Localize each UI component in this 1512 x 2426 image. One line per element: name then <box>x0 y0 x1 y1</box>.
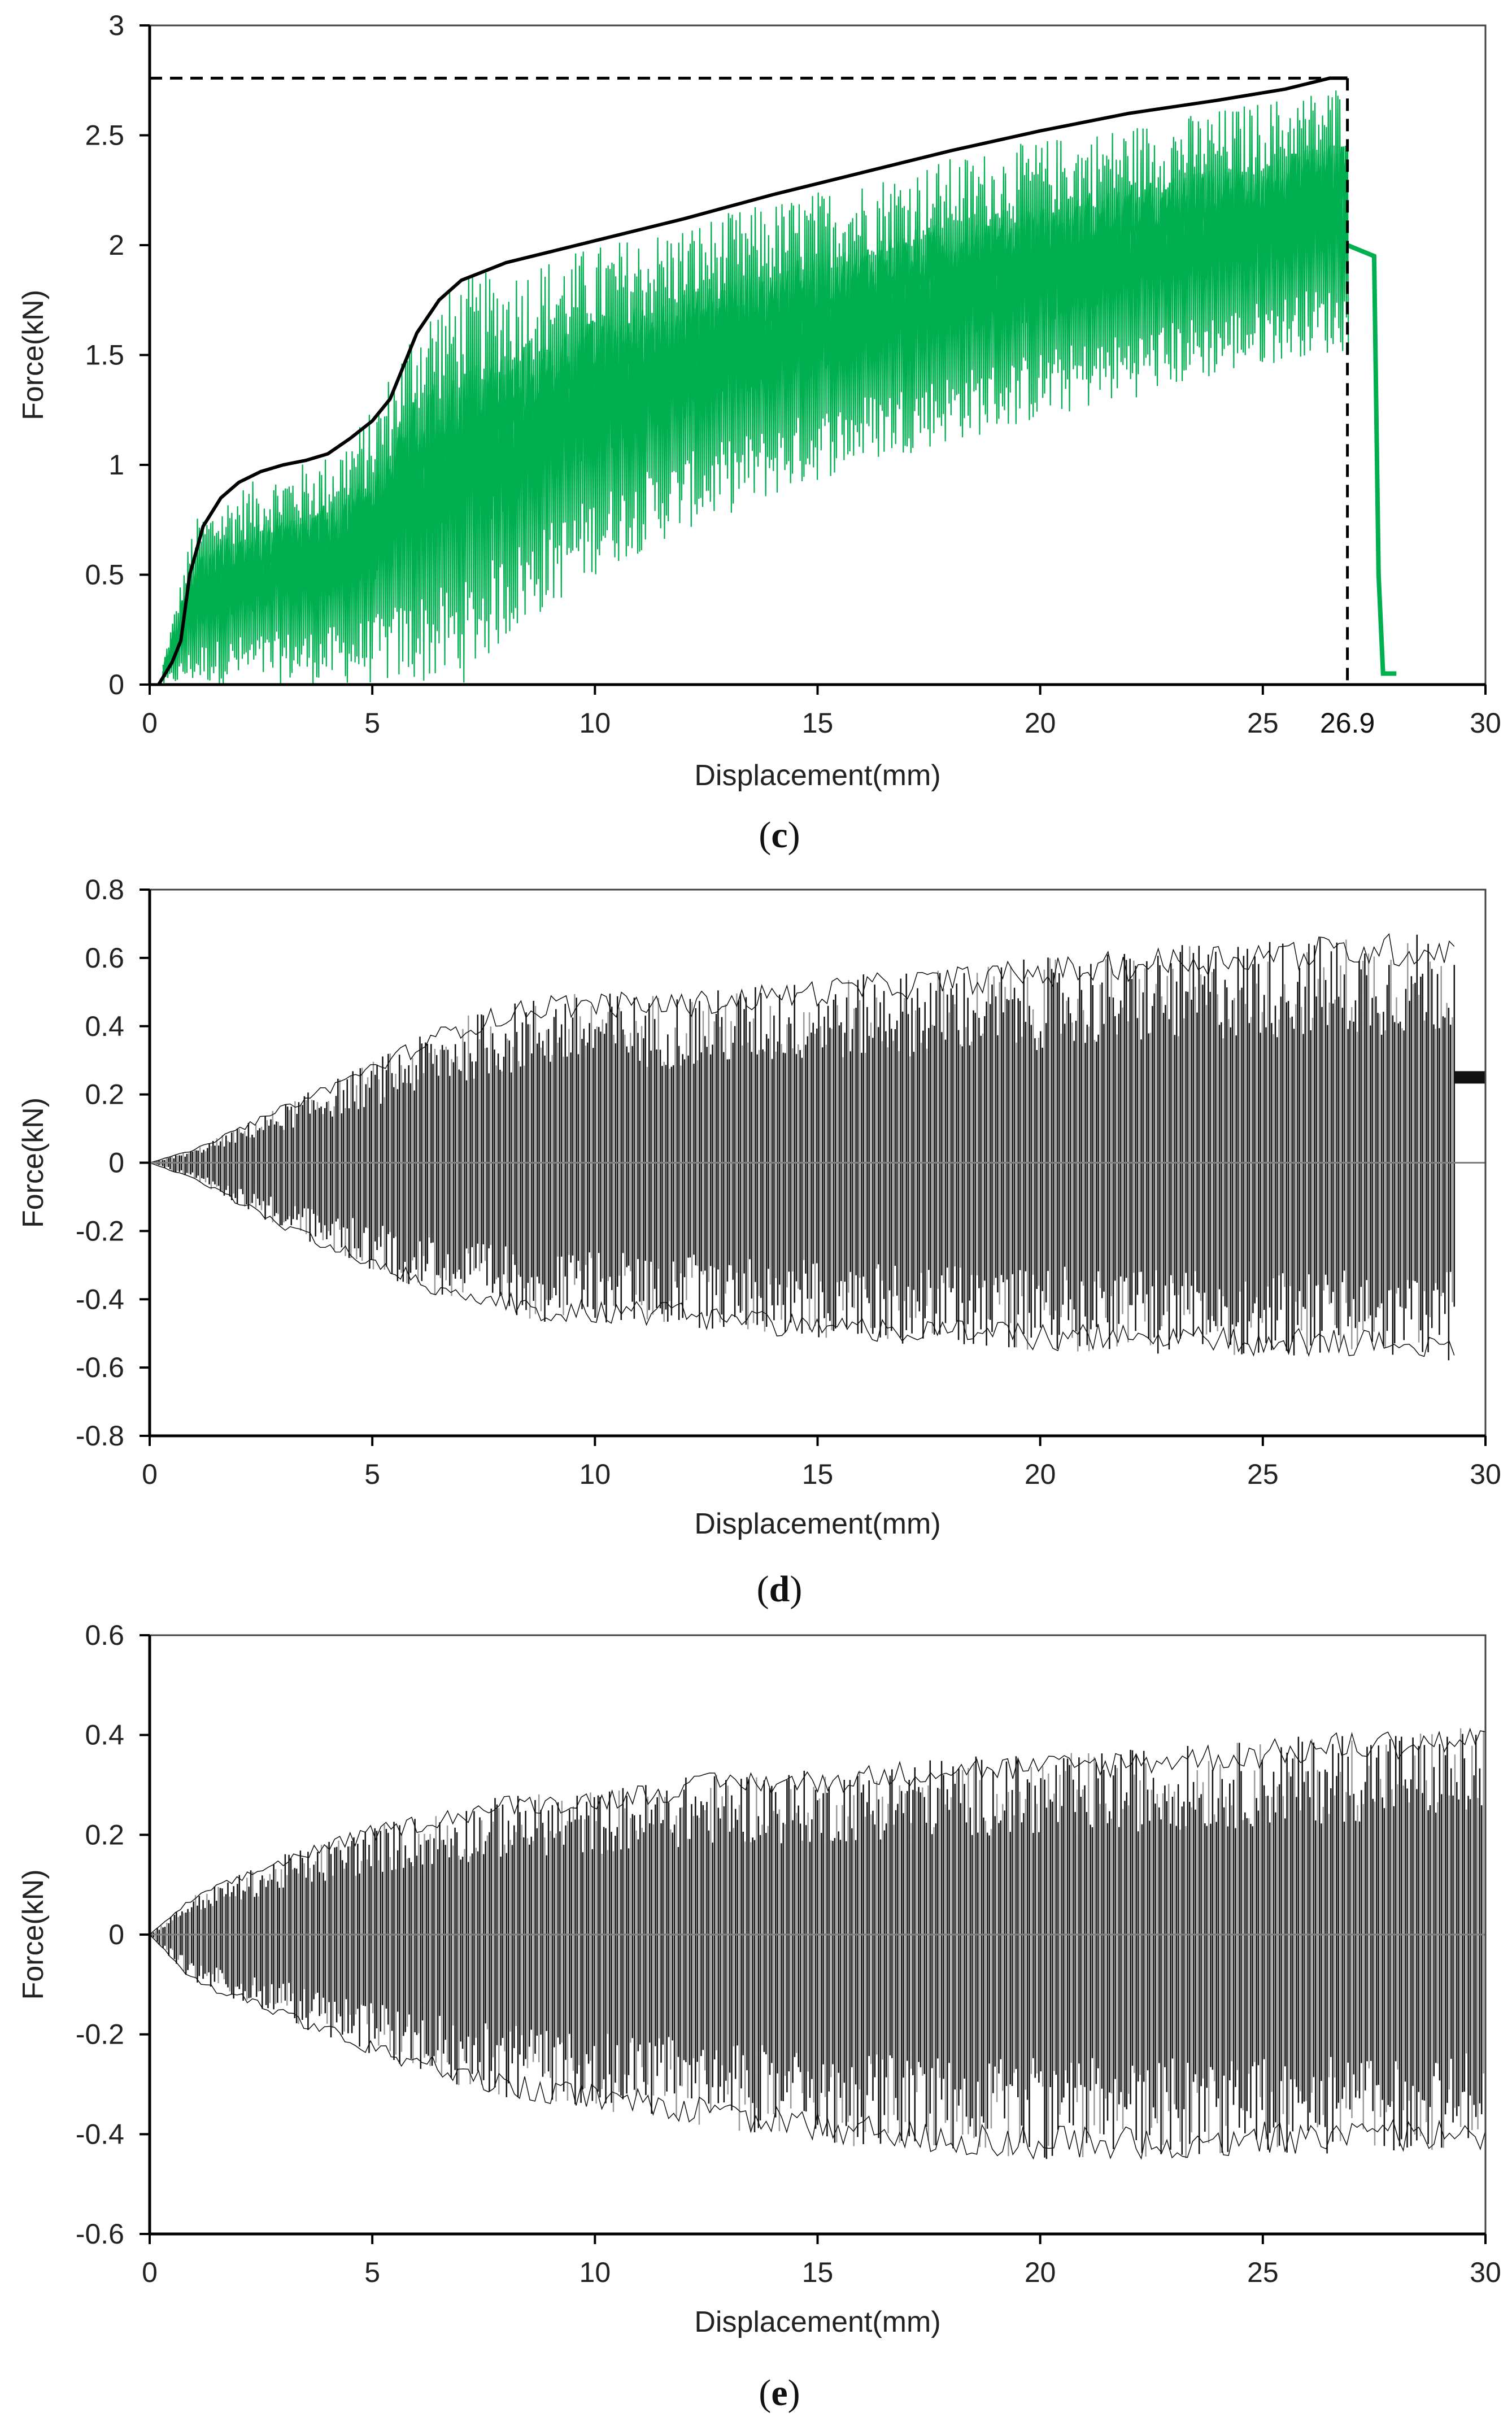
panel-c-x-tick-label: 5 <box>364 707 380 739</box>
panel-e-y-tick-label: 0.4 <box>85 1719 124 1751</box>
panel-d-chart: 0 5 10 15 20 25 30 -0.8 -0.6 -0.4 -0.2 0 0.2 0.4 0.6 0.… <box>17 874 1501 1610</box>
panel-e-y-tick-label: -0.4 <box>76 2118 124 2150</box>
panel-d-y-tick-label: 0.4 <box>85 1011 124 1042</box>
panel-d-x-tick-label: 25 <box>1247 1458 1279 1490</box>
panel-c-y-tick-label: 3 <box>108 10 124 41</box>
panel-d-y-tick-label: 0 <box>108 1147 124 1179</box>
panel-c-signal-band <box>162 142 1349 676</box>
panel-d-signal-series <box>151 934 1456 1361</box>
panel-d-x-axis-title: Displacement(mm) <box>694 1508 940 1540</box>
panel-c-x-tick-label: 25 <box>1247 707 1279 739</box>
panel-c-axes: 0 5 10 15 20 25 30 0 0.5 1 1.5 2 2.5 3 26.9 <box>85 10 1501 739</box>
panel-d-plot-area <box>150 933 1485 1361</box>
panel-c-y-tick-label: 0 <box>108 669 124 700</box>
panel-e-y-tick-label: 0.6 <box>85 1619 124 1651</box>
panel-e-y-tick-label: 0 <box>108 1919 124 1950</box>
panel-d-y-tick-label: -0.6 <box>76 1352 124 1383</box>
panel-c-envelope-line <box>157 76 1348 685</box>
panel-c-x-tick-label: 30 <box>1470 707 1501 739</box>
panel-e-x-tick-label: 5 <box>364 2257 380 2288</box>
panel-c-post-failure-series <box>1347 243 1397 676</box>
panel-d-y-tick-label: -0.2 <box>76 1215 124 1247</box>
panel-d-upper-envelope <box>150 933 1455 1164</box>
panel-c-y-tick-label: 0.5 <box>85 559 124 591</box>
panel-c-x-tick-label: 15 <box>802 707 834 739</box>
panel-e-x-tick-label: 15 <box>802 2257 834 2288</box>
panel-c-y-axis-title: Force(kN) <box>17 290 50 420</box>
panel-d-x-tick-label: 5 <box>364 1458 380 1490</box>
panel-e-y-axis-title: Force(kN) <box>17 1869 50 2000</box>
panel-c-y-tick-label: 1.5 <box>85 339 124 371</box>
panel-d-x-tick-label: 15 <box>802 1458 834 1490</box>
panel-e-x-tick-label: 25 <box>1247 2257 1279 2288</box>
panel-d-x-tick-label: 0 <box>142 1458 158 1490</box>
panel-e-signal-light <box>154 1728 1484 2158</box>
panel-e-axes: 0 5 10 15 20 25 30 -0.6 -0.4 -0.2 0 0.2 0.4 0.6 <box>76 1619 1501 2288</box>
panel-c-y-tick-label: 2 <box>108 229 124 261</box>
panel-d-axes: 0 5 10 15 20 25 30 -0.8 -0.6 -0.4 -0.2 0 0.2 0.4 0.6 0.… <box>76 874 1501 1490</box>
panel-e-plot-area <box>150 1727 1485 2160</box>
panel-c-chart: 0 5 10 15 20 25 30 0 0.5 1 1.5 2 2.5 3 26.9 Displaceme… <box>17 10 1501 856</box>
panel-c-peak-displacement-label: 26.9 <box>1320 707 1375 739</box>
panel-d-lower-envelope <box>150 1162 1455 1357</box>
panel-d-y-tick-label: 0.2 <box>85 1079 124 1110</box>
panel-e-x-tick-label: 10 <box>579 2257 611 2288</box>
panel-e-signal-series <box>151 1734 1485 2159</box>
panel-d-y-axis-title: Force(kN) <box>17 1097 50 1228</box>
panel-d-x-tick-label: 10 <box>579 1458 611 1490</box>
panel-e-caption: (e) <box>759 2372 800 2414</box>
panel-e-upper-envelope <box>150 1727 1485 1935</box>
panel-d-signal-light <box>154 939 1453 1355</box>
panel-c-y-tick-label: 2.5 <box>85 120 124 151</box>
panel-e-x-tick-label: 30 <box>1470 2257 1501 2288</box>
panel-e-x-tick-label: 0 <box>142 2257 158 2288</box>
panel-d-y-tick-label: -0.4 <box>76 1283 124 1315</box>
panel-e-chart: 0 5 10 15 20 25 30 -0.6 -0.4 -0.2 0 0.2 0.4 0.6 Displ… <box>17 1619 1501 2414</box>
panel-d-y-tick-label: -0.8 <box>76 1420 124 1452</box>
panel-c-x-tick-label: 20 <box>1025 707 1056 739</box>
panel-d-y-tick-label: 0.6 <box>85 942 124 974</box>
panel-e-y-tick-label: 0.2 <box>85 1819 124 1850</box>
panel-c-y-tick-label: 1 <box>108 449 124 481</box>
panel-e-y-tick-label: -0.6 <box>76 2218 124 2250</box>
panel-e-lower-envelope <box>150 1934 1485 2160</box>
panel-e-y-tick-label: -0.2 <box>76 2019 124 2050</box>
panel-e-x-axis-title: Displacement(mm) <box>694 2306 940 2338</box>
panel-c-plot-area <box>150 76 1397 685</box>
panel-d-x-tick-label: 30 <box>1470 1458 1501 1490</box>
panel-c-caption: (c) <box>759 815 800 856</box>
panel-d-y-tick-label: 0.8 <box>85 874 124 905</box>
panel-c-x-tick-label: 10 <box>579 707 611 739</box>
panel-c-x-axis-title: Displacement(mm) <box>694 759 940 792</box>
panel-e-x-tick-label: 20 <box>1025 2257 1056 2288</box>
panel-d-x-tick-label: 20 <box>1025 1458 1056 1490</box>
panel-d-caption: (d) <box>757 1569 803 1610</box>
panel-c-x-tick-label: 0 <box>142 707 158 739</box>
